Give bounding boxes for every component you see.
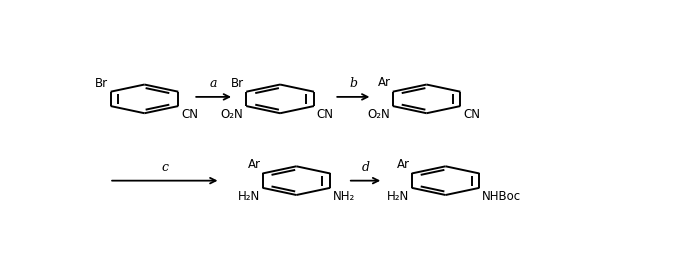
Text: Ar: Ar [397, 158, 410, 171]
Text: b: b [349, 77, 357, 90]
Text: d: d [361, 161, 370, 174]
Text: H₂N: H₂N [387, 190, 409, 203]
Text: Br: Br [230, 77, 244, 90]
Text: a: a [210, 77, 218, 90]
Text: CN: CN [463, 108, 480, 121]
Text: CN: CN [181, 108, 198, 121]
Text: Ar: Ar [248, 158, 261, 171]
Text: O₂N: O₂N [220, 108, 244, 121]
Text: NH₂: NH₂ [333, 190, 355, 203]
Text: H₂N: H₂N [237, 190, 260, 203]
Text: Br: Br [94, 77, 108, 90]
Text: NHBoc: NHBoc [482, 190, 522, 203]
Text: O₂N: O₂N [368, 108, 390, 121]
Text: Ar: Ar [378, 76, 391, 89]
Text: c: c [161, 161, 168, 174]
Text: CN: CN [316, 108, 334, 121]
